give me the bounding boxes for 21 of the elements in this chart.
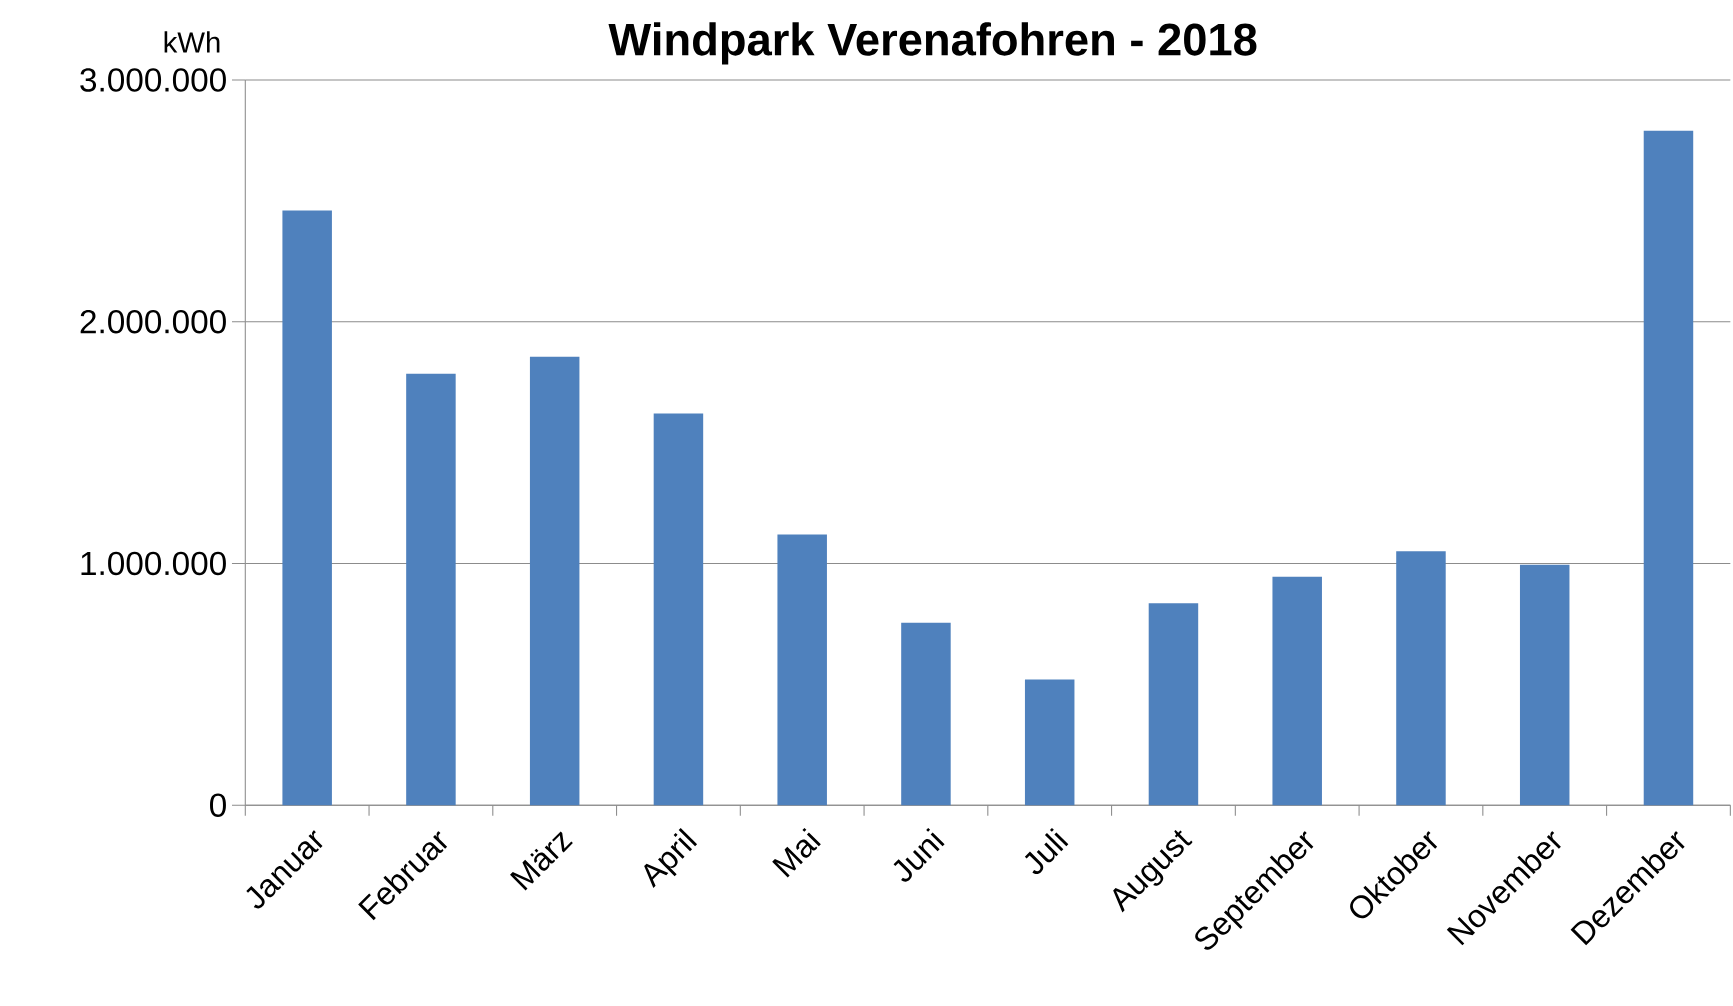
- bar: [529, 356, 580, 805]
- y-axis-title: kWh: [164, 31, 220, 53]
- x-tick-label: Juli: [1024, 827, 1069, 874]
- bar: [653, 413, 704, 805]
- x-tick-label: Juni: [893, 827, 945, 882]
- chart-title: Windpark Verenafohren - 2018: [608, 22, 1257, 65]
- bar: [282, 210, 332, 805]
- y-tick-label: 3.000.000: [80, 67, 226, 92]
- bar: [406, 373, 456, 805]
- y-tick-label: 1.000.000: [81, 551, 226, 576]
- y-tick-label: 0: [210, 793, 226, 817]
- bar: [1519, 564, 1570, 805]
- bar: [1024, 679, 1075, 805]
- bar: [901, 622, 951, 805]
- bar: [1272, 576, 1322, 805]
- y-tick-label: 2.000.000: [80, 309, 226, 334]
- x-tick-label: Mai: [772, 827, 821, 878]
- bar: [1643, 130, 1694, 805]
- bar: [777, 534, 827, 805]
- bar: [1148, 603, 1199, 805]
- bar: [1396, 551, 1446, 805]
